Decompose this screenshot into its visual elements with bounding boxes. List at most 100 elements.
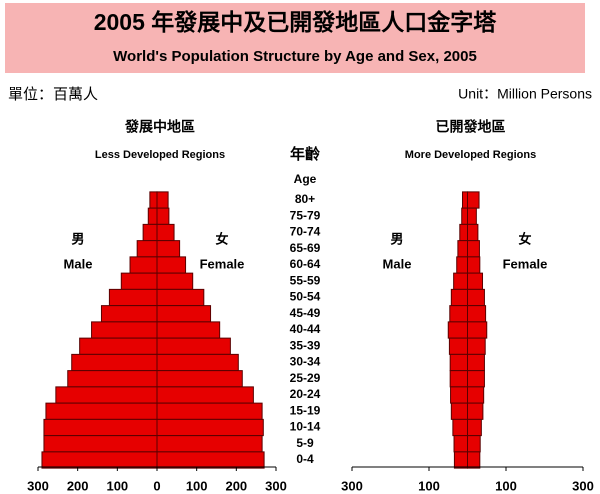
bar [108,288,158,307]
bar [156,272,194,290]
bar [467,321,488,339]
bar [129,256,158,274]
bar [459,223,468,242]
age-label: 20-24 [290,387,321,401]
bar [120,272,158,290]
bar [450,386,468,404]
bar [156,305,212,323]
bar [447,321,468,339]
bar [449,370,468,388]
x-tick-label: 300 [265,478,287,493]
bar [467,240,480,258]
subtitle: World's Population Structure by Age and … [113,48,477,65]
bar [156,240,181,258]
bar [156,402,263,420]
bar [467,353,485,372]
panel-subtitle: More Developed Regions [405,149,536,161]
bar [71,353,158,372]
bar [467,288,485,307]
legend-label: Female [503,256,548,271]
age-label: 45-49 [290,306,321,320]
bar [41,451,158,469]
age-label: 60-64 [290,257,321,271]
age-label: 15-19 [290,403,321,417]
age-label: 65-69 [290,241,321,255]
legend-label: Female [200,256,245,271]
bar [467,402,484,420]
bar [467,337,486,355]
legend-label-zh: 男 [390,231,403,246]
bar [467,272,484,290]
bar [467,370,485,388]
age-label: 80+ [295,192,315,206]
x-tick-label: 200 [225,478,247,493]
bar [448,337,468,355]
age-label: 40-44 [290,322,321,336]
bar [43,435,158,453]
age-label: 25-29 [290,371,321,385]
bar [453,435,468,453]
bar [45,402,158,420]
bar [467,386,485,404]
age-label: 30-34 [290,355,321,369]
bar [467,451,481,469]
x-tick-label: 300 [341,478,363,493]
bar [457,240,468,258]
x-tick-label: 100 [106,478,128,493]
legend-label-zh: 男 [71,231,84,246]
bar [467,305,487,323]
panel-subtitle: Less Developed Regions [95,149,225,161]
x-tick-label: 100 [186,478,208,493]
age-label: 5-9 [296,436,314,450]
panel-title: 已開發地區 [436,119,506,135]
bar [156,386,254,404]
x-tick-label: 300 [572,478,594,493]
bar [156,321,221,339]
bar [453,272,469,290]
bar [156,191,169,209]
bar [149,191,158,209]
bar [467,207,477,225]
x-tick-label: 300 [27,478,49,493]
bar [136,240,158,258]
title-banner [5,3,585,73]
x-tick-label: 200 [67,478,89,493]
bar [467,435,481,453]
panel-title: 發展中地區 [124,119,195,135]
age-label: 10-14 [290,420,321,434]
bar [156,337,231,355]
age-title: 年齡 [290,145,320,163]
x-tick-label: 0 [153,478,160,493]
bar [156,223,175,242]
bar [43,418,158,437]
bar [100,305,158,323]
title: 2005 年發展中及已開發地區人口金字塔 [94,9,498,35]
bar [156,418,264,437]
bar [142,223,158,242]
bar [467,256,481,274]
bar [156,207,170,225]
bar [461,191,468,209]
age-label: 0-4 [296,452,314,466]
bar [467,191,480,209]
legend-label: Male [383,256,412,271]
bar [156,288,205,307]
unit-zh: 單位：百萬人 [8,86,98,103]
x-tick-label: 100 [418,478,440,493]
age-label: 50-54 [290,290,321,304]
legend-label: Male [64,256,93,271]
age-label: 35-39 [290,338,321,352]
age-label: 55-59 [290,273,321,287]
bar [147,207,158,225]
bar [156,256,187,274]
bar [450,402,468,420]
unit-en: Unit：Million Persons [458,86,592,102]
bar [453,451,469,469]
age-label: 70-74 [290,225,321,239]
legend-label-zh: 女 [518,231,531,246]
bar [452,418,468,437]
age-label: 75-79 [290,208,321,222]
bar [156,435,263,453]
